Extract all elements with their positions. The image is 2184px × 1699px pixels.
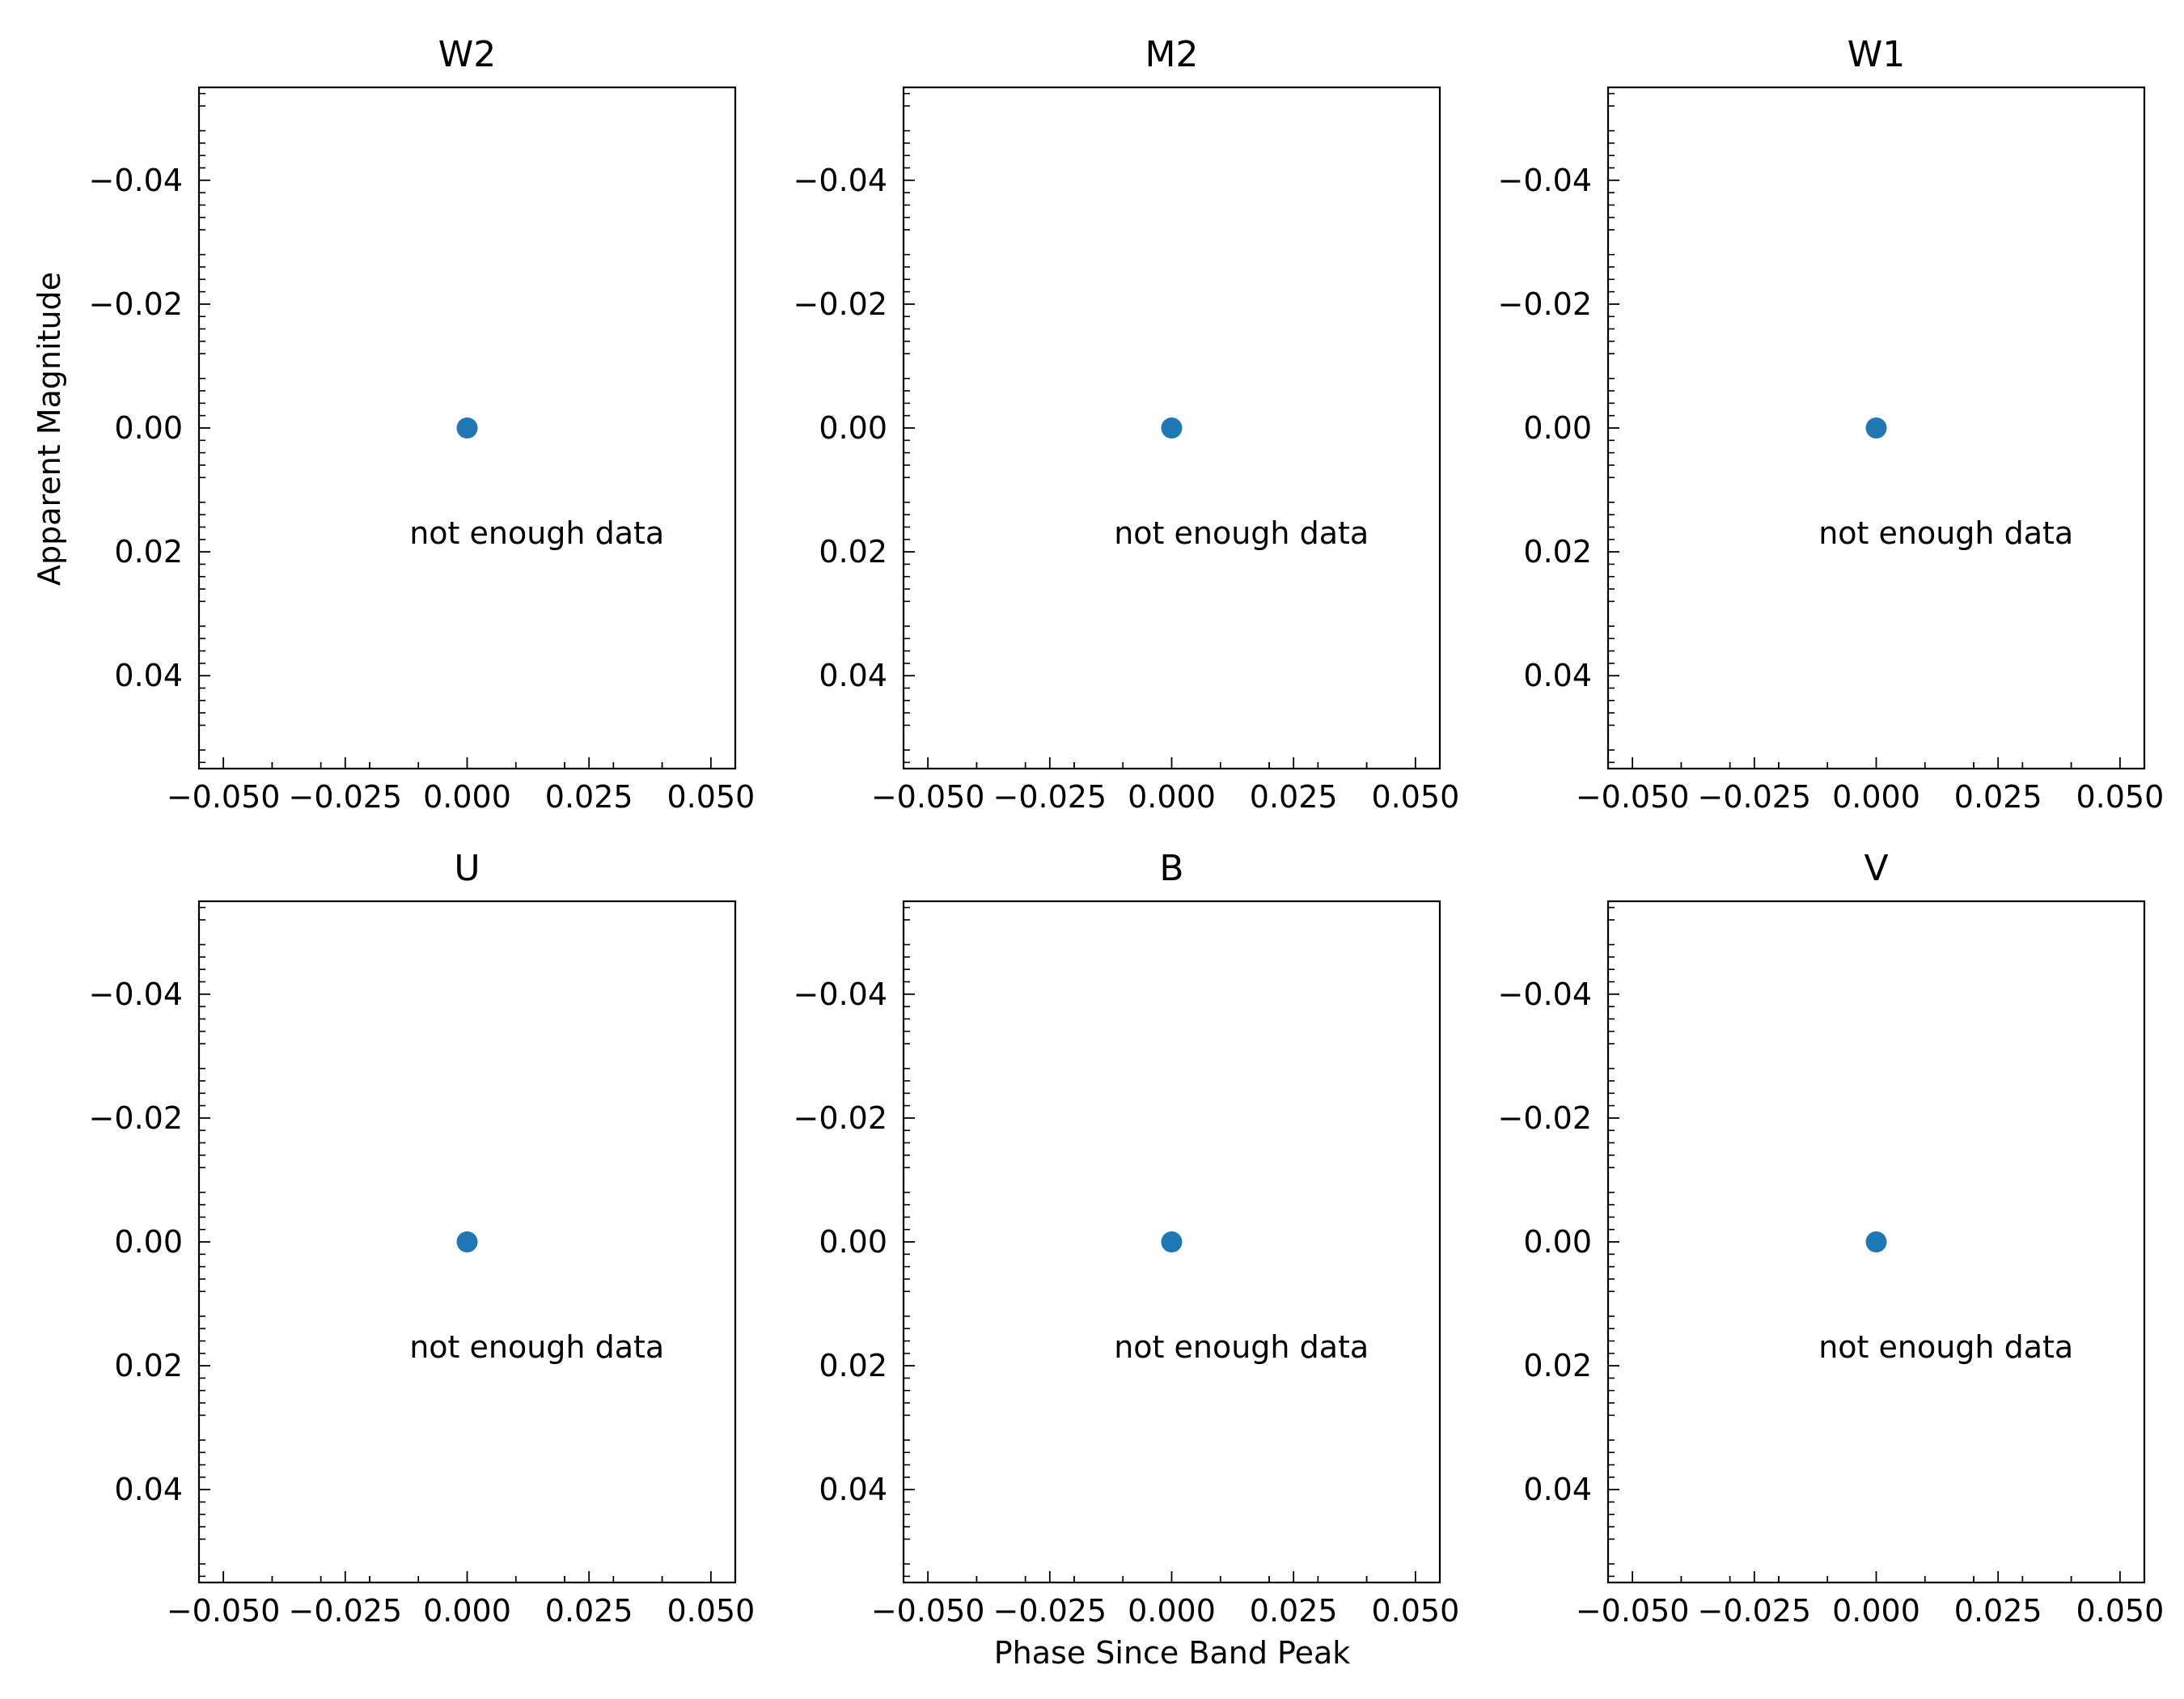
subplot: −0.050 −0.025 0.000 0.025 0.050 −0.04 −0.02 0.0…	[794, 34, 1460, 815]
axes-frame	[902, 900, 1441, 1584]
y-tick-label: 0.00	[114, 410, 183, 446]
data-point	[456, 417, 478, 439]
subplot: −0.050 −0.025 0.000 0.025 0.050 −0.04 −0.02 0.0…	[1498, 34, 2165, 815]
y-tick-label: 0.04	[1523, 1472, 1592, 1507]
data-point	[456, 1231, 478, 1252]
annotation-not-enough-data: not enough data	[409, 1329, 664, 1365]
x-tick-label: 0.025	[1250, 1593, 1338, 1629]
y-tick-label: 0.00	[1523, 410, 1592, 446]
axes-frame	[902, 86, 1441, 770]
subplot-title: U	[454, 848, 480, 889]
y-tick-label: −0.04	[794, 163, 887, 198]
y-tick-label: −0.02	[89, 286, 183, 322]
x-tick-label: −0.025	[1697, 1593, 1811, 1629]
y-tick-label: 0.00	[819, 410, 887, 446]
y-tick-label: −0.04	[1498, 163, 1592, 198]
data-point	[1865, 417, 1887, 439]
x-tick-label: −0.025	[1697, 779, 1811, 815]
x-tick-label: 0.025	[1250, 779, 1338, 815]
y-tick-label: −0.04	[1498, 977, 1592, 1012]
y-tick-label: 0.02	[1523, 534, 1592, 570]
x-tick-label: 0.025	[545, 1593, 633, 1629]
axes-frame	[1606, 86, 2146, 770]
axes-frame	[197, 86, 737, 770]
annotation-not-enough-data: not enough data	[1818, 1329, 2073, 1365]
x-tick-label: 0.025	[1954, 1593, 2042, 1629]
subplot-grid: −0.050 −0.025 0.000 0.025 0.050−0.04−0.020.0…	[89, 34, 2165, 1629]
data-point	[1161, 417, 1183, 439]
y-tick-label: −0.02	[89, 1100, 183, 1136]
x-tick-label: 0.000	[1832, 1593, 1920, 1629]
subplot-title: B	[1159, 848, 1183, 889]
data-point	[1161, 1231, 1183, 1252]
subplot: −0.050 −0.025 0.000 0.025 0.050 −0.04 −0.02 0.0…	[794, 848, 1460, 1629]
x-tick-label: −0.050	[871, 1593, 985, 1629]
subplot: −0.050 −0.025 0.000 0.025 0.050 −0.04 −0.02 0.0…	[89, 848, 756, 1629]
x-tick-label: 0.050	[667, 779, 755, 815]
x-tick-label: 0.025	[1954, 779, 2042, 815]
x-tick-label: 0.050	[1371, 1593, 1459, 1629]
subplot: −0.050 −0.025 0.000 0.025 0.050 −0.04 −0.02 0.0…	[89, 34, 756, 815]
x-tick-label: 0.000	[1128, 779, 1216, 815]
y-tick-label: 0.02	[114, 1348, 183, 1383]
x-tick-label: −0.050	[871, 779, 985, 815]
y-tick-label: 0.02	[819, 1348, 887, 1383]
y-tick-label: 0.04	[819, 1472, 887, 1507]
x-tick-label: 0.000	[423, 779, 511, 815]
y-tick-label: 0.04	[114, 658, 183, 693]
y-axis-label: Apparent Magnitude	[32, 272, 67, 586]
subplot-title: M2	[1145, 34, 1199, 75]
y-tick-label: −0.02	[794, 1100, 887, 1136]
x-tick-label: 0.000	[1832, 779, 1920, 815]
y-tick-label: −0.04	[89, 977, 183, 1012]
y-tick-label: 0.02	[819, 534, 887, 570]
annotation-not-enough-data: not enough data	[1114, 515, 1369, 551]
subplot-title: V	[1864, 848, 1888, 889]
y-tick-label: −0.02	[1498, 1100, 1592, 1136]
x-tick-label: 0.000	[1128, 1593, 1216, 1629]
x-tick-label: 0.050	[2076, 1593, 2164, 1629]
x-tick-label: −0.025	[993, 1593, 1107, 1629]
x-tick-label: −0.025	[993, 779, 1107, 815]
x-tick-label: −0.025	[288, 779, 402, 815]
x-tick-label: −0.050	[167, 779, 281, 815]
x-tick-label: −0.025	[288, 1593, 402, 1629]
y-tick-label: 0.00	[114, 1224, 183, 1260]
y-tick-label: 0.02	[114, 534, 183, 570]
y-tick-label: 0.00	[1523, 1224, 1592, 1260]
annotation-not-enough-data: not enough data	[1114, 1329, 1369, 1365]
axes-frame	[1606, 900, 2146, 1584]
x-axis-label: Phase Since Band Peak	[994, 1635, 1351, 1671]
subplot-title: W2	[438, 34, 497, 75]
x-tick-label: −0.050	[1576, 779, 1690, 815]
x-tick-label: 0.050	[1371, 779, 1459, 815]
x-tick-label: −0.050	[1576, 1593, 1690, 1629]
annotation-not-enough-data: not enough data	[1818, 515, 2073, 551]
subplot-title: W1	[1848, 34, 1906, 75]
x-tick-label: 0.050	[667, 1593, 755, 1629]
axes-frame	[197, 900, 737, 1584]
x-tick-label: 0.050	[2076, 779, 2164, 815]
y-tick-label: 0.04	[1523, 658, 1592, 693]
x-tick-label: −0.050	[167, 1593, 281, 1629]
annotation-not-enough-data: not enough data	[409, 515, 664, 551]
y-tick-label: 0.02	[1523, 1348, 1592, 1383]
y-tick-label: −0.04	[794, 977, 887, 1012]
y-tick-label: 0.04	[114, 1472, 183, 1507]
x-tick-label: 0.025	[545, 779, 633, 815]
y-tick-label: −0.02	[794, 286, 887, 322]
x-tick-label: 0.000	[423, 1593, 511, 1629]
y-tick-label: 0.04	[819, 658, 887, 693]
subplot: −0.050 −0.025 0.000 0.025 0.050 −0.04 −0.02 0.0…	[1498, 848, 2165, 1629]
y-tick-label: −0.02	[1498, 286, 1592, 322]
y-tick-label: −0.04	[89, 163, 183, 198]
y-tick-label: 0.00	[819, 1224, 887, 1260]
data-point	[1865, 1231, 1887, 1252]
